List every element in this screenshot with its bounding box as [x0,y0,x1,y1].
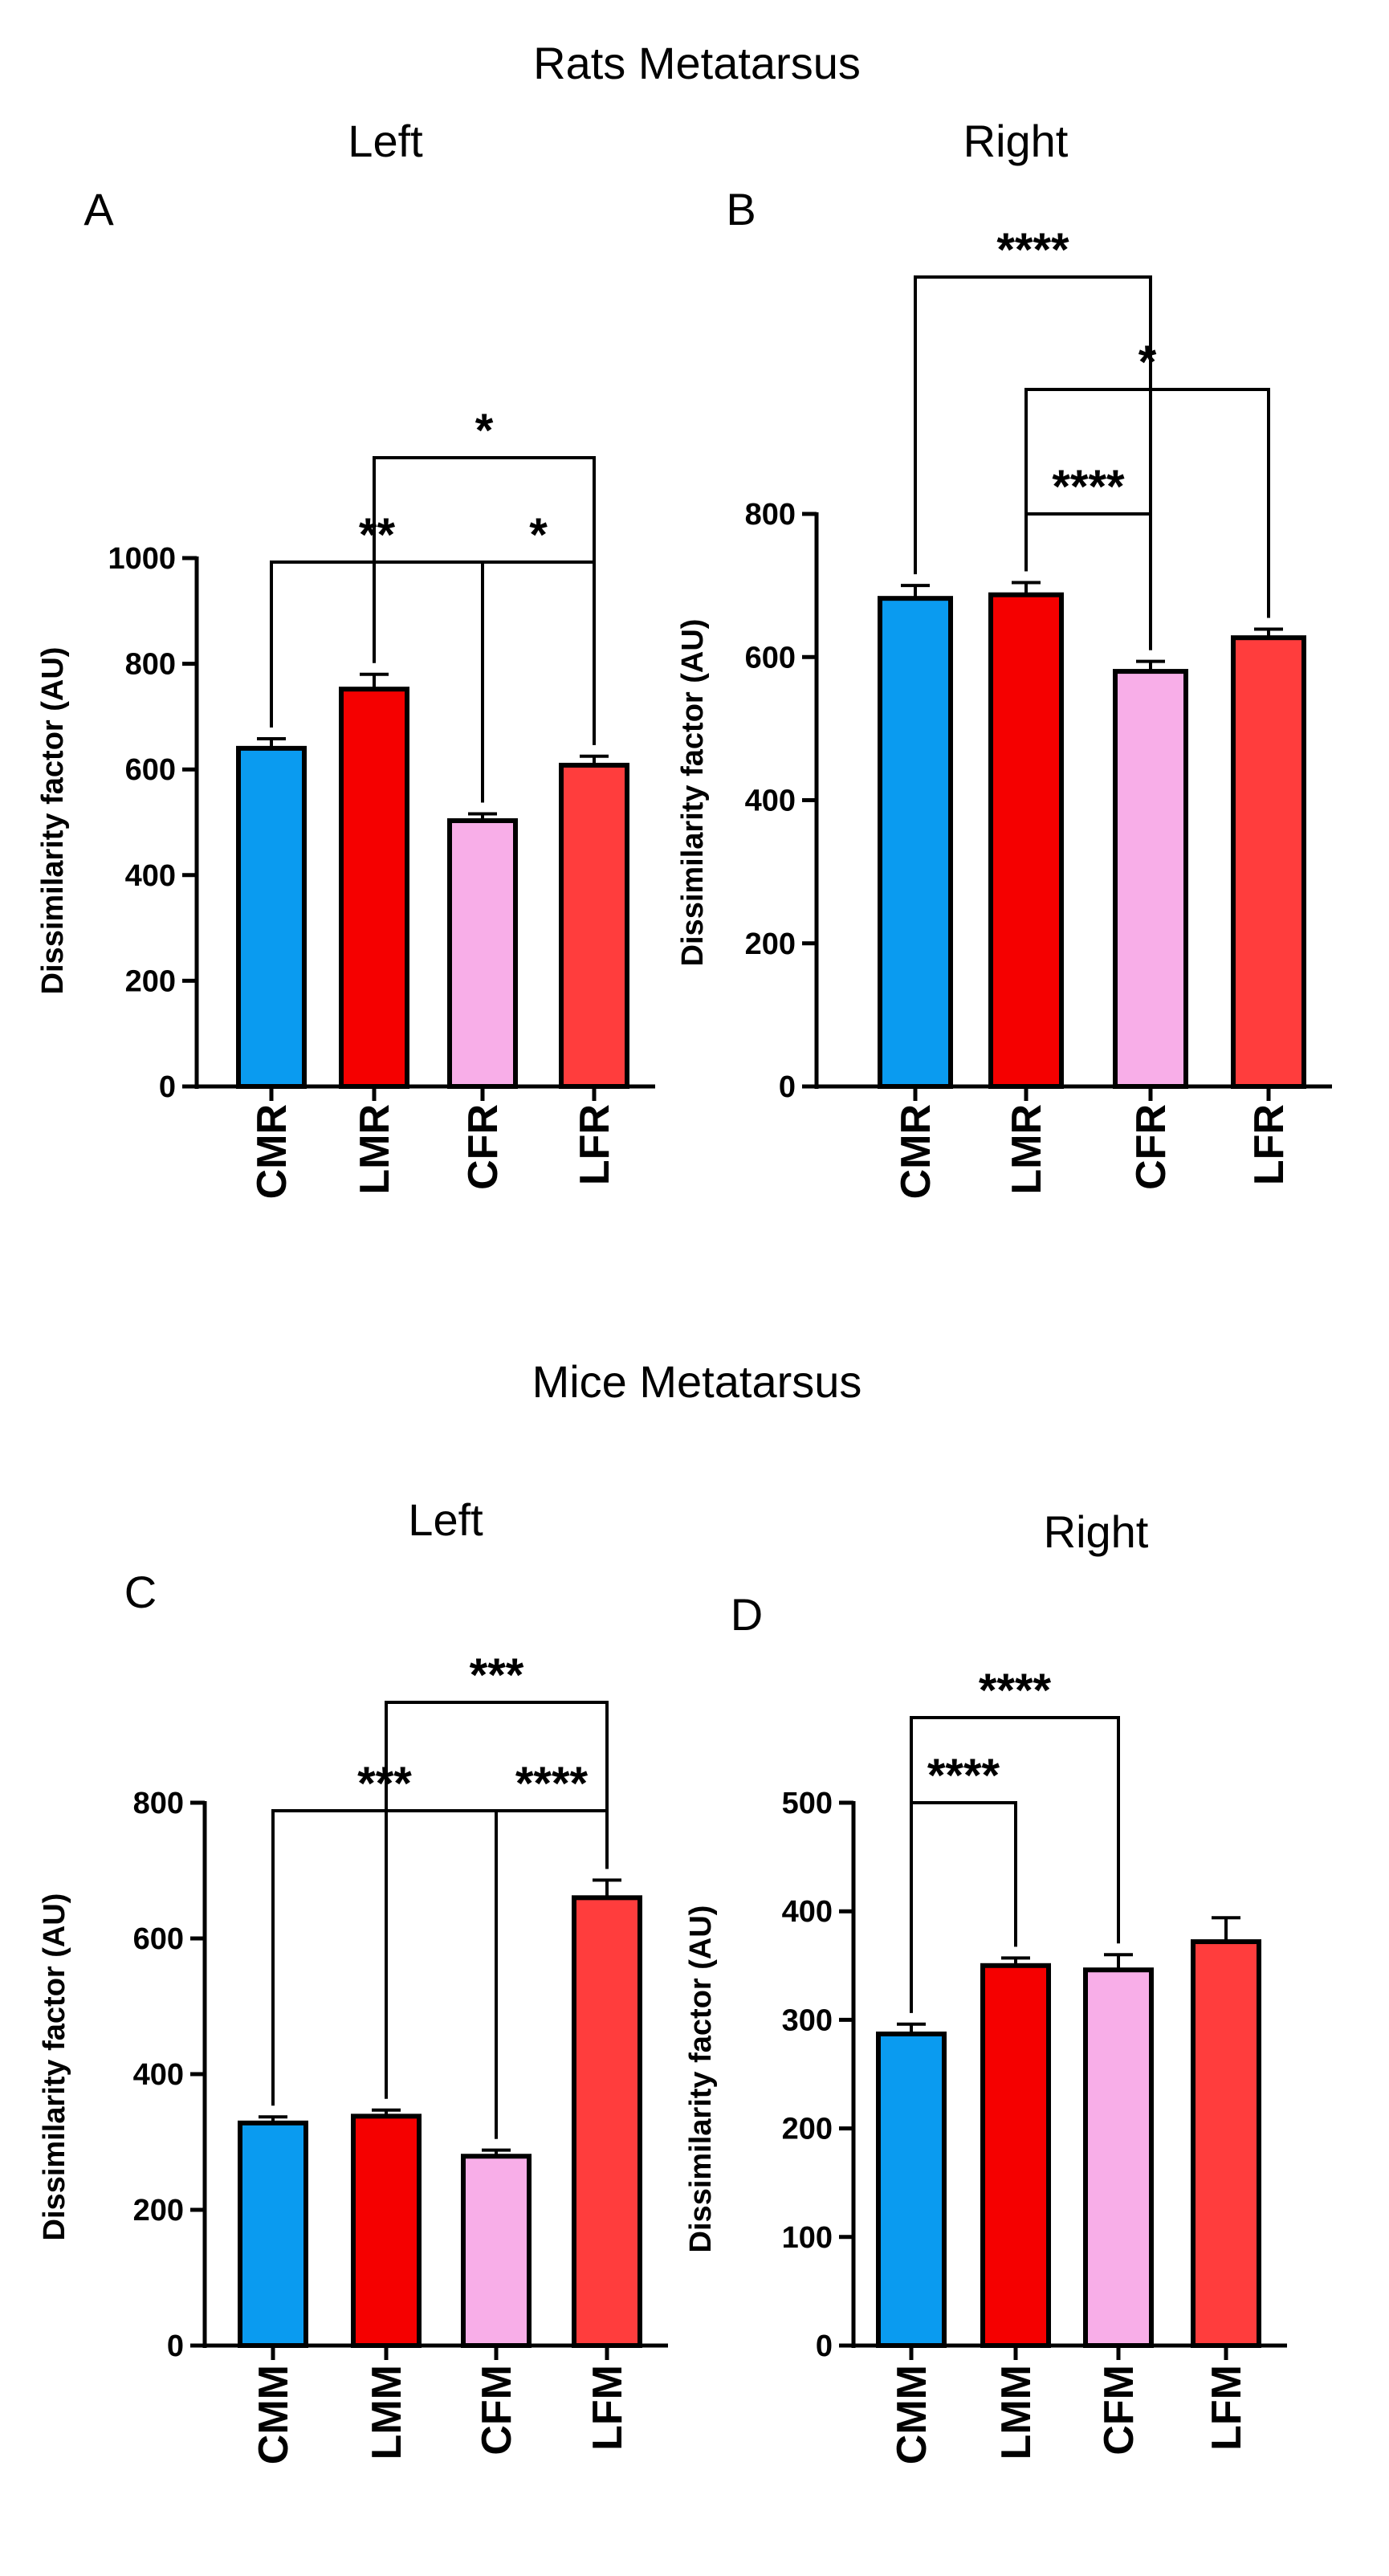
panel-c-y-tick-label: 800 [133,1787,184,1820]
panel-b-significance-bracket [1024,388,1270,618]
panel-c-significance-bracket [385,1701,609,2099]
panel-c-side-title: Left [408,1494,483,1545]
panel-d-bar-lmm [980,1963,1051,2349]
panel-d-y-tick-label: 300 [782,2003,833,2037]
panel-b-significance-bracket [914,275,1152,650]
panel-d-y-tick-label: 0 [816,2329,833,2363]
panel-a-bar-cfr [447,818,518,1089]
panel-a-category-label-lmr: LMR [352,1104,398,1195]
panel-a-y-tick-label: 0 [159,1070,176,1104]
panel-b-category-label-lfr: LFR [1246,1104,1293,1185]
panel-d-y-tick-label: 200 [782,2113,833,2146]
panel-a-y-tick-label: 600 [125,753,176,787]
panel-b-y-tick-label: 600 [745,641,796,675]
panel-a-significance-bracket [373,456,596,745]
panel-b-category-label-cfr: CFR [1128,1104,1175,1190]
panel-c-bar-cfm [461,2154,532,2349]
panel-a-y-tick-label: 800 [125,648,176,682]
panel-d-category-label-lfm: LFM [1204,2365,1250,2451]
panel-a-significance-label: * [475,405,494,457]
panel-b-bar-cmr [878,596,953,1089]
panel-b-bar-lmr [988,592,1064,1089]
panel-d-y-tick-label: 100 [782,2221,833,2255]
mice-group-title: Mice Metatarsus [532,1356,862,1407]
panel-d-y-axis-label: Dissimilarity factor (AU) [684,1906,718,2253]
panel-c-category-label-lmm: LMM [364,2365,410,2460]
panel-d-y-tick-label: 500 [782,1787,833,1820]
panel-c-significance-label: **** [515,1758,589,1810]
panel-d-category-label-cfm: CFM [1096,2365,1143,2456]
panel-a-letter: A [84,184,114,234]
panel-c-letter: C [124,1567,157,1617]
panel-b-letter: B [726,184,756,234]
panel-a-significance-label: ** [359,509,396,561]
panel-d-y-tick-label: 400 [782,1895,833,1929]
panel-d-significance-bracket [910,1716,1120,2013]
panel-a-category-label-cmr: CMR [249,1104,295,1199]
panel-b-category-label-cmr: CMR [893,1104,939,1199]
panel-b-significance-label: * [1138,336,1157,389]
panel-a-side-title: Left [348,116,423,166]
panel-c-y-tick-label: 600 [133,1922,184,1956]
panel-b-significance-label: **** [996,224,1069,276]
panel-c-y-tick-label: 0 [167,2329,184,2363]
panel-a-y-tick-label: 400 [125,859,176,893]
panel-c-category-label-cmm: CMM [251,2365,297,2464]
panel-c-category-label-lfm: LFM [585,2365,631,2451]
panel-c-bar-cmm [238,2120,308,2349]
panel-a-category-label-cfr: CFR [460,1104,507,1190]
panel-a-bar-lmr [339,687,409,1090]
panel-d-significance-label: **** [979,1665,1052,1717]
panel-b-y-tick-label: 0 [779,1070,796,1104]
rats-group-title: Rats Metatarsus [533,38,861,88]
panel-a-y-axis-label: Dissimilarity factor (AU) [36,647,70,995]
panel-b-y-tick-label: 200 [745,927,796,961]
panel-d-category-label-lmm: LMM [993,2365,1040,2460]
panel-c-bar-lfm [572,1895,642,2349]
panel-c-y-tick-label: 200 [133,2194,184,2228]
panel-c-category-label-cfm: CFM [474,2365,520,2456]
panel-d-significance-label: **** [927,1750,1000,1802]
panel-b-y-axis-label: Dissimilarity factor (AU) [676,619,710,967]
panel-d-letter: D [731,1589,763,1640]
panel-a-bar-lfr [559,762,629,1089]
panel-d-bar-cfm [1083,1967,1154,2348]
panel-c-y-tick-label: 400 [133,2058,184,2092]
panel-b-side-title: Right [963,116,1069,166]
panel-d-category-label-cmm: CMM [889,2365,935,2464]
panel-c-bar-lmm [351,2113,422,2348]
panel-b-bar-lfr [1231,635,1306,1089]
panel-d-chart: 0 100 200 300 400 500 CMM LMM CFM LFM **** **** [782,1665,1287,2464]
panel-b-y-tick-label: 400 [745,785,796,818]
panel-d-bar-lfm [1191,1939,1261,2348]
panel-b-category-label-lmr: LMR [1004,1104,1050,1195]
panel-c-significance-label: *** [470,1649,524,1702]
panel-a-category-label-lfr: LFR [572,1104,618,1185]
panel-d-side-title: Right [1044,1506,1149,1557]
panel-b-bar-cfr [1113,669,1188,1089]
panel-b-significance-label: **** [1052,461,1125,513]
panel-a-significance-label: * [529,509,548,561]
panel-d-bar-cmm [876,2031,947,2349]
panel-a-y-tick-label: 200 [125,964,176,998]
panel-a-bar-cmr [236,745,307,1089]
panel-b-y-tick-label: 800 [745,498,796,532]
panel-a-y-tick-label: 1000 [108,542,176,576]
panel-c-y-axis-label: Dissimilarity factor (AU) [38,1893,71,2241]
